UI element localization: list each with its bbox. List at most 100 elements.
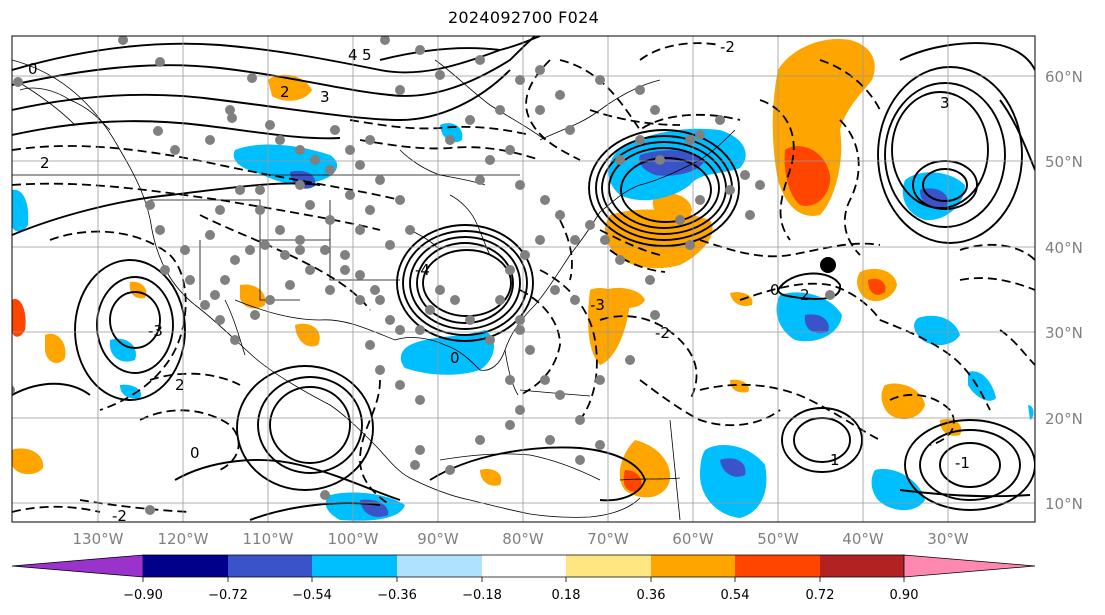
observation-dot <box>227 113 237 123</box>
observation-dot <box>555 210 565 220</box>
observation-dot <box>255 205 265 215</box>
observation-dot <box>395 380 405 390</box>
lon-label: 110°W <box>243 530 294 548</box>
observation-dot <box>305 200 315 210</box>
observation-dot <box>155 225 165 235</box>
strong-negative-area <box>639 150 705 176</box>
colorbar-segment <box>820 555 904 577</box>
contour-label: 3 <box>320 88 330 106</box>
observation-dot <box>280 250 290 260</box>
lon-label: 100°W <box>328 530 379 548</box>
contour-label: 1 <box>830 451 840 469</box>
observation-dot <box>505 145 515 155</box>
observation-dot <box>230 255 240 265</box>
observation-dot <box>325 215 335 225</box>
observation-dot <box>285 280 295 290</box>
contour-label: -2 <box>655 324 670 342</box>
positive-anomaly-area <box>480 469 502 486</box>
observation-dot <box>205 230 215 240</box>
lon-label: 40°W <box>842 530 884 548</box>
observation-dot <box>220 275 230 285</box>
observation-dot <box>305 265 315 275</box>
observation-dot <box>695 195 705 205</box>
observation-dot <box>170 145 180 155</box>
observation-dot <box>200 300 210 310</box>
negative-anomaly-area <box>1028 405 1034 420</box>
negative-anomaly-area <box>109 338 136 362</box>
observation-dot <box>255 185 265 195</box>
observation-dot <box>545 435 555 445</box>
observation-dot <box>145 505 155 515</box>
observation-dot <box>475 435 485 445</box>
observation-dot <box>225 105 235 115</box>
colorbar-segment <box>735 555 820 577</box>
observation-dot <box>12 385 15 395</box>
contour-label: 5 <box>362 46 372 64</box>
colorbar-tick-label: −0.90 <box>123 588 163 603</box>
lon-label: 130°W <box>73 530 124 548</box>
observation-dot <box>550 285 560 295</box>
negative-anomaly-area <box>871 469 925 511</box>
observation-dot <box>650 105 660 115</box>
observation-dot <box>13 77 23 87</box>
observation-dot <box>675 215 685 225</box>
map-content: 0 2 3 4 5 -2 -3 -4 -2 0 0 2 -2 2 3 -3 0 … <box>12 36 1035 525</box>
observation-dot <box>325 285 335 295</box>
positive-anomaly-area <box>12 299 26 337</box>
lon-label: 70°W <box>587 530 629 548</box>
observation-dot <box>230 335 240 345</box>
observation-dot <box>345 145 355 155</box>
observation-dot <box>635 135 645 145</box>
observation-dot <box>565 125 575 135</box>
observation-dot <box>450 295 460 305</box>
observation-dot <box>385 315 395 325</box>
observation-dot <box>355 270 365 280</box>
observation-dot <box>435 70 445 80</box>
observation-dot <box>155 57 165 67</box>
observation-dot <box>410 460 420 470</box>
contour-label: 0 <box>28 60 38 78</box>
contour-label: 2 <box>800 286 810 304</box>
observation-dot <box>145 200 155 210</box>
colorbar-tick-label: −0.36 <box>377 588 417 603</box>
observation-dot <box>215 315 225 325</box>
contour-label: 0 <box>770 281 780 299</box>
observation-dot <box>625 355 635 365</box>
observation-dot <box>505 420 515 430</box>
observation-dot <box>265 120 275 130</box>
lat-label: 40°N <box>1045 239 1083 257</box>
contour-label: -4 <box>415 261 430 279</box>
observation-dot <box>375 175 385 185</box>
contour-label: 2 <box>175 376 185 394</box>
contour-label: -2 <box>112 507 127 525</box>
map-frame <box>11 35 1036 523</box>
observation-dot <box>445 135 455 145</box>
observation-dot <box>425 305 435 315</box>
observation-dot <box>435 285 445 295</box>
observation-dot <box>415 395 425 405</box>
observation-dot <box>650 310 660 320</box>
observation-dot <box>615 255 625 265</box>
lat-label: 20°N <box>1045 410 1083 428</box>
contour-label: 4 <box>348 46 358 64</box>
observation-dot <box>825 290 835 300</box>
observation-dot <box>205 135 215 145</box>
lat-label: 10°N <box>1045 495 1083 513</box>
observation-dot <box>645 275 655 285</box>
observation-dot <box>755 180 765 190</box>
observation-dot <box>185 275 195 285</box>
observation-dot <box>370 285 380 295</box>
observation-dot <box>247 73 257 83</box>
colorbar-segment <box>651 555 735 577</box>
observation-dot <box>295 145 305 155</box>
observation-dot <box>695 130 705 140</box>
observation-dot <box>330 125 340 135</box>
observation-dot <box>365 205 375 215</box>
observation-dot <box>475 55 485 65</box>
colorbar-tick-label: 0.36 <box>637 588 666 603</box>
observation-dot <box>520 250 530 260</box>
observation-dot <box>160 265 170 275</box>
observation-dot <box>570 295 580 305</box>
positive-anomaly-area <box>295 323 320 347</box>
observation-dot <box>250 310 260 320</box>
